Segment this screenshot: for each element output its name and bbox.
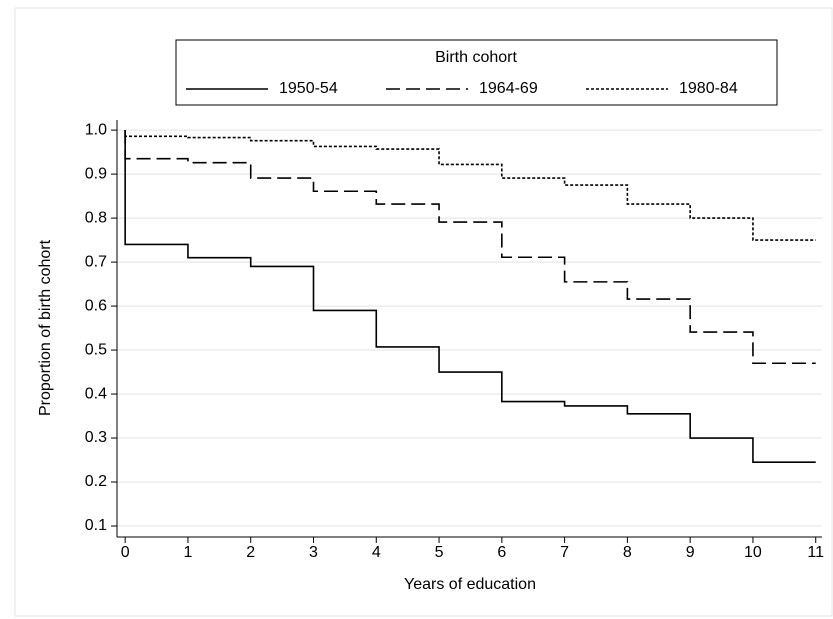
y-tick-label: 0.7 (85, 253, 107, 270)
legend-box (175, 39, 778, 106)
y-tick-label: 0.1 (85, 517, 107, 534)
x-tick-label: 10 (744, 544, 762, 561)
x-tick-label: 3 (309, 544, 318, 561)
y-tick-label: 1.0 (85, 121, 107, 138)
y-tick-label: 0.2 (85, 473, 107, 490)
x-axis-label: Years of education (404, 576, 536, 593)
x-tick-label: 8 (623, 544, 632, 561)
chart-frame (14, 7, 833, 617)
y-tick-label: 0.5 (85, 341, 107, 358)
legend-label: 1950-54 (279, 80, 338, 97)
x-tick-label: 0 (121, 544, 130, 561)
x-tick-label: 1 (183, 544, 192, 561)
legend-label: 1980-84 (679, 80, 738, 97)
x-tick-label: 11 (807, 544, 824, 561)
step-line (124, 130, 816, 464)
x-tick-label: 2 (246, 544, 255, 561)
x-tick-label: 4 (372, 544, 381, 561)
legend-title: Birth cohort (435, 49, 517, 66)
y-tick-label: 0.8 (85, 209, 107, 226)
legend-label: 1964-69 (479, 80, 538, 97)
y-tick-label: 0.6 (85, 297, 107, 314)
y-axis-label: Proportion of birth cohort (37, 239, 54, 416)
y-tick-label: 0.3 (85, 429, 107, 446)
x-tick-label: 6 (497, 544, 506, 561)
step-line (124, 130, 816, 365)
step-line (124, 130, 816, 241)
x-tick-label: 5 (435, 544, 444, 561)
x-tick-label: 9 (686, 544, 695, 561)
y-tick-label: 0.9 (85, 165, 107, 182)
x-tick-label: 7 (560, 544, 569, 561)
y-tick-label: 0.4 (85, 385, 107, 402)
